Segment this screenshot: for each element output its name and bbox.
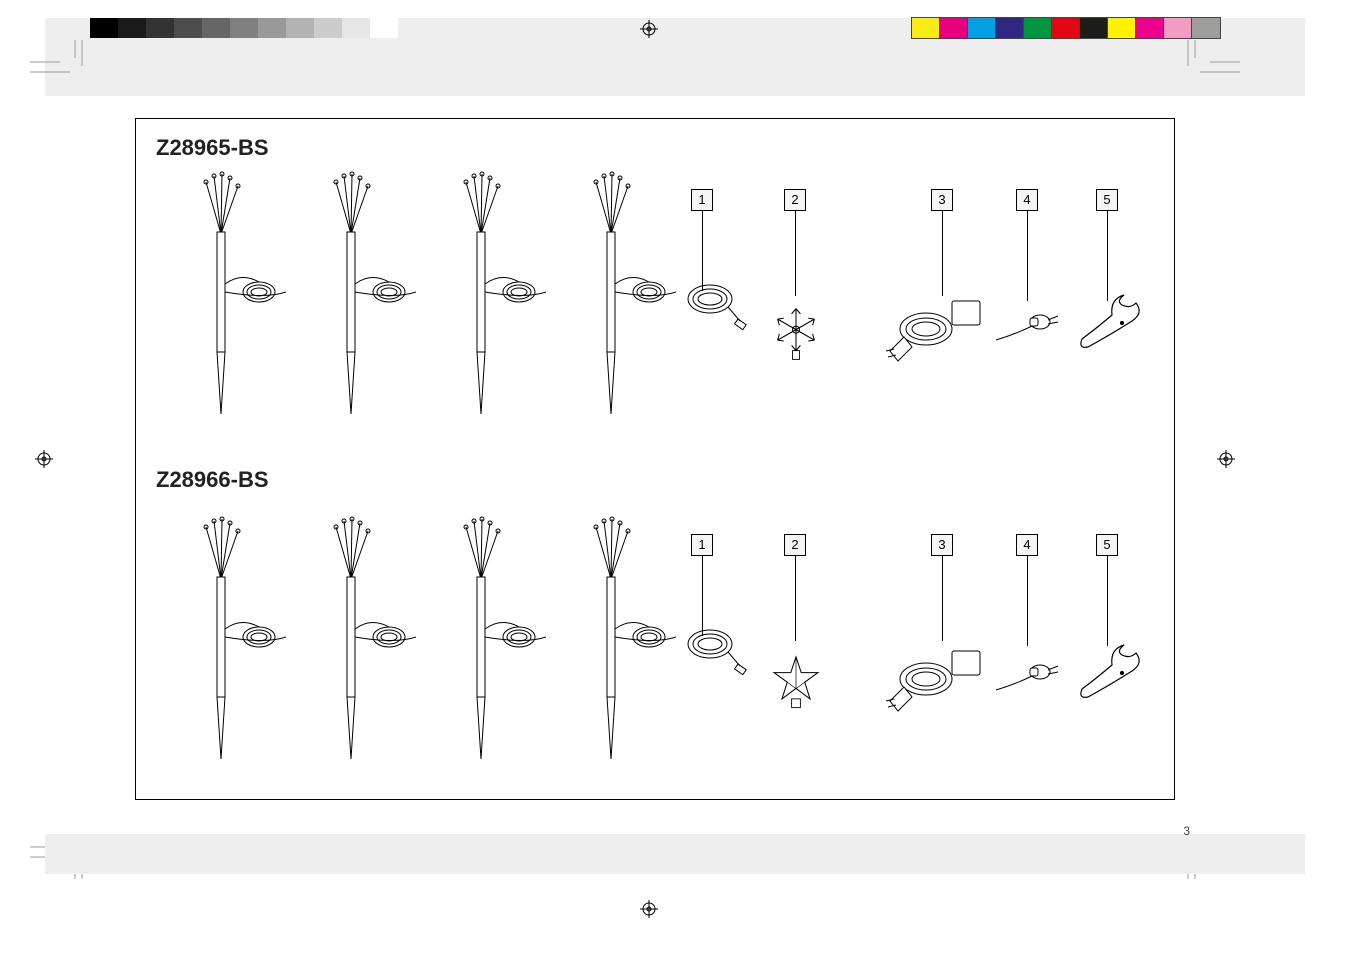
swatch — [118, 18, 146, 38]
greyscale-swatches — [90, 18, 398, 38]
cable-end-icon — [680, 624, 760, 684]
callout-leader — [942, 211, 943, 296]
crop-mark-tl — [30, 40, 85, 80]
callout-leader — [795, 556, 796, 641]
footer-bar — [45, 834, 1305, 874]
swatch — [1108, 18, 1136, 38]
swatch — [202, 18, 230, 38]
swatch — [1052, 18, 1080, 38]
callout-leader — [1027, 556, 1028, 646]
color-swatches — [912, 18, 1220, 38]
callout-number: 5 — [1096, 189, 1118, 211]
swatch — [146, 18, 174, 38]
snowflake-icon — [761, 299, 831, 369]
callout-number: 2 — [784, 189, 806, 211]
callout-number: 4 — [1016, 534, 1038, 556]
callout-number: 5 — [1096, 534, 1118, 556]
swatch — [1192, 18, 1220, 38]
stake-row — [156, 164, 676, 424]
callout-number: 3 — [931, 189, 953, 211]
stake-light-icon — [286, 509, 416, 769]
callout-number: 3 — [931, 534, 953, 556]
model-label: Z28965-BS — [156, 135, 269, 161]
swatch — [314, 18, 342, 38]
callout-leader — [1027, 211, 1028, 301]
swatch — [1024, 18, 1052, 38]
stake-light-icon — [546, 509, 676, 769]
stake-light-icon — [156, 509, 286, 769]
swatch — [286, 18, 314, 38]
registration-mark-left — [35, 450, 53, 468]
registration-mark-right — [1217, 450, 1235, 468]
bulb-icon — [991, 647, 1071, 697]
swatch — [996, 18, 1024, 38]
swatch — [912, 18, 940, 38]
stake-light-icon — [546, 164, 676, 424]
callout-number: 2 — [784, 534, 806, 556]
stake-light-icon — [416, 164, 546, 424]
swatch — [1136, 18, 1164, 38]
wrench-icon — [1076, 639, 1156, 709]
swatch — [174, 18, 202, 38]
stake-light-icon — [416, 509, 546, 769]
callout-leader — [702, 211, 703, 291]
callout-number: 1 — [691, 534, 713, 556]
swatch — [258, 18, 286, 38]
model-label: Z28966-BS — [156, 467, 269, 493]
stake-light-icon — [286, 164, 416, 424]
registration-mark-top — [640, 20, 658, 38]
callout-leader — [942, 556, 943, 641]
swatch — [90, 18, 118, 38]
cable-end-icon — [680, 279, 760, 339]
callout-leader — [1107, 556, 1108, 646]
power-adapter-icon — [881, 639, 991, 729]
swatch — [1080, 18, 1108, 38]
callout-leader — [702, 556, 703, 636]
swatch — [342, 18, 370, 38]
stake-row — [156, 509, 676, 769]
star-icon — [761, 649, 831, 719]
callout-number: 1 — [691, 189, 713, 211]
callout-number: 4 — [1016, 189, 1038, 211]
swatch — [940, 18, 968, 38]
swatch — [370, 18, 398, 38]
callout-leader — [1107, 211, 1108, 301]
stake-light-icon — [156, 164, 286, 424]
registration-mark-bottom — [640, 900, 658, 918]
figure-frame: Z28965-BS 1 2 3 4 5 Z28966-BS 1 2 3 4 5 — [135, 118, 1175, 800]
page-number: 3 — [1183, 824, 1190, 838]
callout-leader — [795, 211, 796, 296]
crop-mark-tr — [1185, 40, 1240, 80]
swatch — [968, 18, 996, 38]
power-adapter-icon — [881, 289, 991, 379]
bulb-icon — [991, 297, 1071, 347]
swatch — [1164, 18, 1192, 38]
swatch — [230, 18, 258, 38]
wrench-icon — [1076, 289, 1156, 359]
